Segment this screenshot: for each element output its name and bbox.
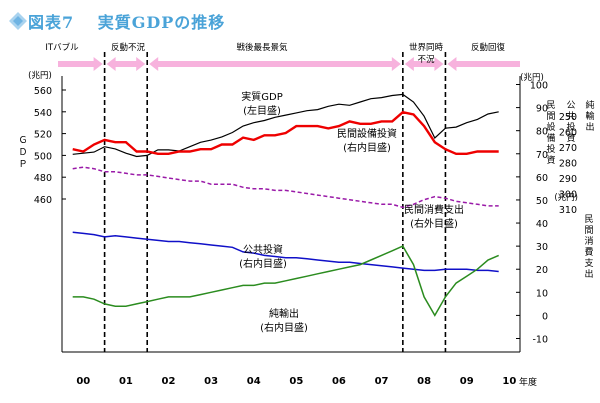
x-tick-label: 04 [247,376,261,387]
consumption-tick-label: 310 [559,205,577,216]
series-axis-note: (右内目盛) [239,257,287,270]
consumption-tick-label: 290 [559,174,577,185]
svg-text:純: 純 [585,99,594,111]
svg-text:費: 費 [584,246,593,258]
series-axis-note: (左目盛) [243,104,281,117]
right-inner-tick-label: 100 [530,81,548,92]
svg-text:消: 消 [584,235,593,247]
svg-text:間: 間 [546,111,555,122]
title-text: 図表7 実質GDPの推移 [28,13,226,32]
gdp-tick-label: 540 [34,108,52,119]
x-tick-label: 02 [162,376,176,387]
svg-text:Ｐ: Ｐ [18,160,27,170]
consumption-tick-label: 260 [559,128,577,139]
gdp-tick-label: 520 [34,130,52,141]
svg-text:間: 間 [584,225,593,236]
x-tick-label: 01 [119,376,133,387]
period-label: ITバブル [45,42,79,53]
gdp-tick-label: 500 [34,151,52,162]
svg-text:民: 民 [546,100,555,111]
period-arrow [404,57,444,71]
period-label: 反動回復 [471,42,506,53]
consumption-unit-label: (兆円) [554,192,578,203]
svg-text:備: 備 [546,132,555,144]
right-inner-tick-label: 70 [536,150,548,161]
right-inner-tick-label: 90 [536,104,548,115]
series-label: 公共投資 [243,243,283,256]
right-inner-tick-label: -10 [532,335,548,346]
series-line [72,110,499,155]
consumption-tick-label: 270 [559,143,577,154]
right-inner-tick-label: 0 [542,311,548,322]
right-inner-axis-label-extra: 公共投資 [566,100,575,144]
svg-text:共: 共 [566,111,575,122]
gdp-tick-label: 460 [34,195,52,206]
period-arrow [447,57,520,71]
series-axis-note: (右内目盛) [260,321,308,334]
svg-text:投: 投 [546,143,555,155]
period-label: 反動不況 [111,42,146,53]
x-unit-label: 年度 [519,376,537,388]
series-label: 実質GDP [241,90,282,103]
right-inner-axis-label: 民間設備投資 [546,100,555,166]
svg-text:支: 支 [584,257,593,269]
x-tick-label: 08 [417,376,431,387]
series-line [72,231,499,273]
figure-title: 図表7 実質GDPの推移 [8,8,225,34]
svg-text:投: 投 [566,121,575,133]
svg-text:民: 民 [584,214,593,225]
svg-text:資: 資 [566,132,575,144]
svg-text:Ｇ: Ｇ [18,136,27,146]
series-label: 民間消費支出 [404,203,464,216]
series-axis-note: (右内目盛) [343,141,391,154]
right-inner-unit-label: (兆円) [520,72,544,83]
svg-text:輸: 輸 [585,110,594,122]
x-tick-label: 03 [204,376,218,387]
period-label: 世界同時 [409,42,444,53]
consumption-tick-label: 250 [559,112,577,123]
gdp-axis-label: ＧＤＰ [18,136,27,170]
consumption-tick-label: 300 [559,190,577,201]
period-label: 戦後最長景気 [236,42,288,53]
right-inner-tick-label: 60 [536,173,548,184]
period-label: 不況 [417,55,435,65]
gdp-tick-label: 560 [34,86,52,97]
series-line [72,93,499,158]
x-tick-label: 00 [76,376,90,387]
right-inner-tick-label: 40 [536,219,548,230]
svg-text:出: 出 [585,121,594,133]
right-inner-tick-label: 20 [536,265,548,276]
series-label: 民間設備投資 [337,127,397,140]
x-tick-label: 06 [332,376,346,387]
series-label: 純輸出 [269,307,299,320]
x-tick-label: 10 [502,376,516,387]
consumption-axis-label: 民間消費支出 [584,214,593,280]
right-outer-axis-label: 純輸出 [585,99,594,133]
x-tick-label: 09 [460,376,474,387]
period-arrow [106,57,146,71]
svg-text:公: 公 [566,100,575,111]
x-tick-label: 05 [289,376,303,387]
svg-text:出: 出 [584,268,593,280]
series-axis-note: (右外目盛) [410,217,458,230]
svg-text:Ｄ: Ｄ [18,148,27,158]
right-inner-tick-label: 10 [536,288,548,299]
right-inner-tick-label: 80 [536,127,548,138]
gdp-unit-label: (兆円) [28,70,52,81]
period-arrow [58,57,103,71]
right-inner-tick-label: 30 [536,242,548,253]
svg-text:設: 設 [546,121,555,133]
consumption-tick-label: 280 [559,159,577,170]
series-line [72,166,499,209]
svg-text:資: 資 [546,154,555,166]
right-inner-tick-label: 50 [536,196,548,207]
diamond-icon [9,12,27,30]
x-tick-label: 07 [375,376,389,387]
gdp-tick-label: 480 [34,173,52,184]
period-arrow [149,57,401,71]
series-line [72,245,499,317]
